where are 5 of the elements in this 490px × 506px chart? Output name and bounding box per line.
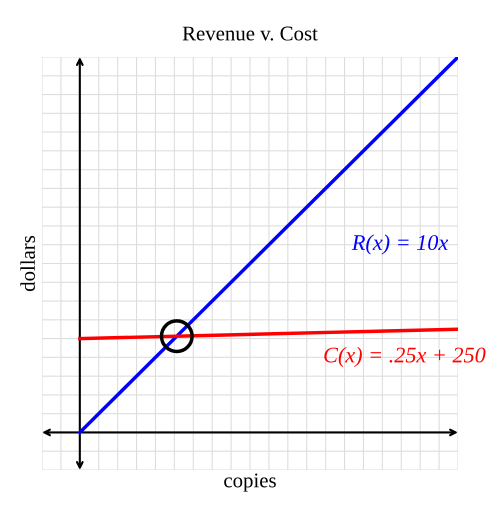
y-axis-title: dollars [20,236,35,292]
chart-title: Revenue v. Cost [182,26,318,41]
x-axis-title: copies [224,473,276,492]
text: R(x) = 10x [352,234,448,255]
series-label: C(x) = .25x + 250 [324,346,486,368]
